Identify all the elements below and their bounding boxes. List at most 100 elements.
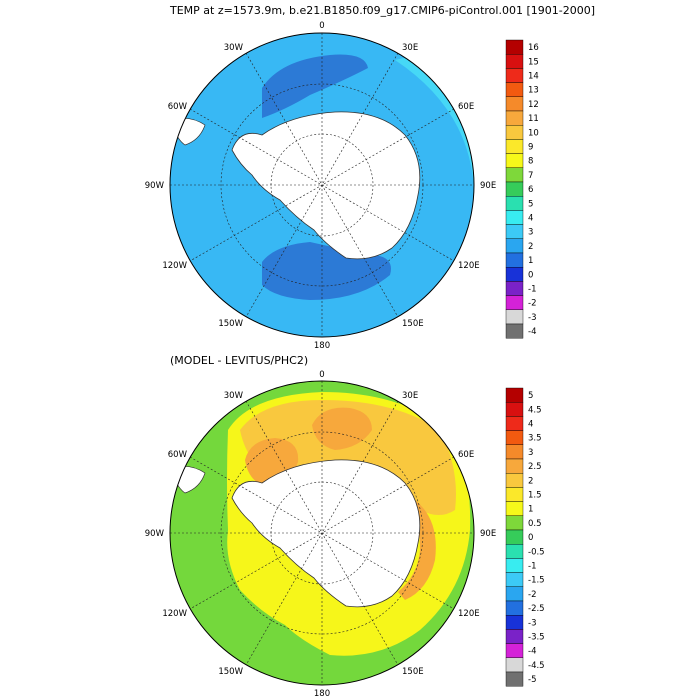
top-panel-title: TEMP at z=1573.9m, b.e21.B1850.f09_g17.C… bbox=[170, 4, 595, 17]
bottom-colorbar: 5 4.5 4 3.5 3 2.5 2 1.5 1 0.5 0 -0.5 -1 -1.5 -2 -2.5 -3 -… bbox=[505, 387, 545, 687]
bottom-map-light-orange-region bbox=[240, 400, 456, 515]
top-colorbar-label: 12 bbox=[528, 100, 539, 110]
bottom-colorbar-swatch bbox=[505, 487, 524, 502]
bottom-colorbar-swatch bbox=[505, 643, 524, 658]
bottom-lon-label: 60W bbox=[168, 450, 188, 460]
bottom-colorbar-swatch bbox=[505, 544, 524, 559]
bottom-colorbar-label: 1.5 bbox=[528, 491, 542, 501]
top-colorbar-label: 13 bbox=[528, 86, 539, 96]
top-map-graticule bbox=[170, 33, 474, 337]
top-colorbar-swatch bbox=[505, 181, 524, 197]
top-colorbar-label: 16 bbox=[528, 43, 539, 53]
bottom-colorbar-swatch bbox=[505, 444, 524, 460]
top-lon-label: 60E bbox=[458, 102, 474, 112]
bottom-colorbar-label: -1.5 bbox=[528, 576, 545, 586]
bottom-map-lon-labels: 0 30E 60E 90E 120E 150E 180 150W 120W 90… bbox=[145, 370, 496, 699]
top-colorbar-label: 9 bbox=[528, 143, 533, 153]
bottom-lon-label: 60E bbox=[458, 450, 474, 460]
top-colorbar-label: -1 bbox=[528, 285, 536, 295]
top-colorbar-swatch bbox=[505, 167, 524, 183]
bottom-panel-title: (MODEL - LEVITUS/PHC2) bbox=[170, 354, 309, 367]
bottom-lon-label: 30W bbox=[224, 391, 244, 401]
bottom-lon-label: 0 bbox=[319, 370, 324, 380]
bottom-map-orange-patch-north bbox=[312, 407, 372, 450]
bottom-colorbar-label: 2.5 bbox=[528, 462, 542, 472]
bottom-map-graticule bbox=[170, 381, 474, 685]
bottom-colorbar-label: -3 bbox=[528, 618, 536, 628]
bottom-colorbar-swatch bbox=[505, 600, 524, 616]
bottom-colorbar-label: -5 bbox=[528, 675, 536, 685]
top-map: 0 30E 60E 90E 120E 150E 180 150W 120W 90… bbox=[145, 21, 539, 351]
top-map-boundary bbox=[169, 32, 475, 338]
top-map-lon-labels: 0 30E 60E 90E 120E 150E 180 150W 120W 90… bbox=[145, 21, 496, 351]
bottom-colorbar-label: -2.5 bbox=[528, 604, 545, 614]
bottom-colorbar-swatch bbox=[505, 572, 524, 587]
top-colorbar-swatch bbox=[505, 39, 524, 55]
bottom-lon-label: 30E bbox=[402, 391, 418, 401]
bottom-colorbar-label: 2 bbox=[528, 476, 533, 486]
bottom-colorbar-label: 4.5 bbox=[528, 405, 542, 415]
bottom-colorbar-label: -0.5 bbox=[528, 547, 545, 557]
top-lon-label: 90E bbox=[480, 181, 496, 191]
bottom-lon-label: 150E bbox=[402, 667, 424, 677]
bottom-map-boundary bbox=[169, 380, 475, 686]
bottom-colorbar-swatch bbox=[505, 529, 524, 545]
top-lon-label: 90W bbox=[145, 181, 165, 191]
top-lon-label: 120W bbox=[162, 261, 187, 271]
bottom-colorbar-swatch bbox=[505, 558, 524, 573]
bottom-colorbar-swatch bbox=[505, 416, 524, 431]
top-colorbar-label: 11 bbox=[528, 114, 539, 124]
bottom-map: 0 30E 60E 90E 120E 150E 180 150W 120W 90… bbox=[145, 370, 545, 699]
bottom-lon-label: 180 bbox=[314, 689, 330, 699]
top-colorbar-label: -3 bbox=[528, 313, 536, 323]
top-colorbar-label: 2 bbox=[528, 242, 533, 252]
top-lon-label: 60W bbox=[168, 102, 188, 112]
top-colorbar-swatch bbox=[505, 96, 524, 112]
bottom-colorbar-swatch bbox=[505, 458, 524, 474]
top-colorbar-swatch bbox=[505, 110, 524, 126]
bottom-colorbar-swatch bbox=[505, 430, 524, 446]
bottom-lon-label: 90W bbox=[145, 529, 165, 539]
top-colorbar-label: 8 bbox=[528, 157, 533, 167]
bottom-colorbar-label: 0 bbox=[528, 533, 533, 543]
top-colorbar-swatch bbox=[505, 224, 524, 240]
top-lon-label: 180 bbox=[314, 341, 330, 351]
bottom-colorbar-swatch bbox=[505, 402, 524, 417]
top-colorbar-label: 6 bbox=[528, 185, 533, 195]
bottom-colorbar-swatch bbox=[505, 629, 524, 644]
top-colorbar-swatch bbox=[505, 124, 524, 140]
top-colorbar-label: -2 bbox=[528, 299, 536, 309]
top-colorbar-swatch bbox=[505, 309, 524, 325]
top-colorbar-label: 10 bbox=[528, 128, 539, 138]
bottom-colorbar-label: -2 bbox=[528, 590, 536, 600]
top-colorbar-swatch bbox=[505, 267, 524, 282]
top-colorbar-swatch bbox=[505, 252, 524, 268]
top-lon-label: 30E bbox=[402, 43, 418, 53]
bottom-colorbar-label: -3.5 bbox=[528, 633, 545, 643]
bottom-colorbar-swatch bbox=[505, 671, 524, 687]
bottom-colorbar-swatch bbox=[505, 501, 524, 517]
bottom-colorbar-label: -4.5 bbox=[528, 661, 545, 671]
bottom-colorbar-label: 1 bbox=[528, 505, 533, 515]
top-colorbar-swatch bbox=[505, 68, 524, 83]
bottom-colorbar-swatch bbox=[505, 657, 524, 673]
top-colorbar-swatch bbox=[505, 153, 524, 169]
bottom-colorbar-label: 3.5 bbox=[528, 434, 542, 444]
top-colorbar-label: 1 bbox=[528, 256, 533, 266]
bottom-colorbar-swatch bbox=[505, 586, 524, 602]
top-lon-label: 30W bbox=[224, 43, 244, 53]
top-colorbar-label: 5 bbox=[528, 199, 533, 209]
top-colorbar-swatch bbox=[505, 195, 524, 211]
top-map-deep-water-north bbox=[262, 54, 368, 118]
top-colorbar-label: 0 bbox=[528, 270, 533, 280]
top-colorbar-swatch bbox=[505, 54, 524, 69]
bottom-lon-label: 120E bbox=[458, 609, 480, 619]
top-lon-label: 150E bbox=[402, 319, 424, 329]
bottom-colorbar-label: 5 bbox=[528, 391, 533, 401]
top-colorbar-label: 15 bbox=[528, 57, 539, 67]
top-colorbar-swatch bbox=[505, 238, 524, 254]
top-colorbar-label: -4 bbox=[528, 327, 536, 337]
top-colorbar-swatch bbox=[505, 210, 524, 225]
bottom-colorbar-swatch bbox=[505, 387, 524, 403]
